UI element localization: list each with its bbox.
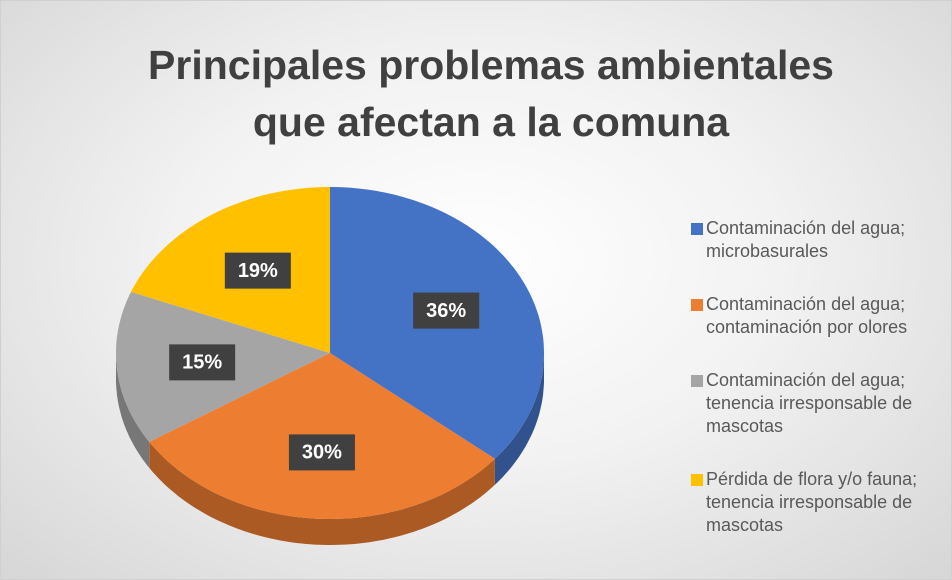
data-label-box [169,344,236,381]
legend-item: Contaminación del agua; tenencia irrespo… [691,369,946,438]
data-label: 30% [302,442,342,464]
data-label-box [224,252,291,289]
legend-label: Pérdida de flora y/o fauna; tenencia irr… [706,469,918,535]
data-label: 15% [182,352,222,374]
data-label: 19% [238,260,278,282]
data-label: 36% [426,300,466,322]
legend-item: Pérdida de flora y/o fauna; tenencia irr… [691,468,946,537]
legend-label: Contaminación del agua; tenencia irrespo… [706,370,913,436]
slice-side [149,441,495,545]
chart-title: Principales problemas ambientales que af… [148,42,834,145]
legend-label: Contaminación del agua; contaminación po… [706,294,908,337]
legend-item: Contaminación del agua; microbasurales [691,217,946,263]
data-label-box [413,292,480,329]
legend-swatch [691,474,703,486]
legend-swatch [691,375,703,387]
legend-item: Contaminación del agua; contaminación po… [691,293,946,339]
data-label-box [288,434,355,471]
legend-label: Contaminación del agua; microbasurales [706,218,906,261]
legend-swatch [691,223,703,235]
slice-side [494,353,544,485]
slice-side [116,353,150,468]
legend-swatch [691,299,703,311]
legend: Contaminación del agua; microbasurales Co… [691,217,946,537]
